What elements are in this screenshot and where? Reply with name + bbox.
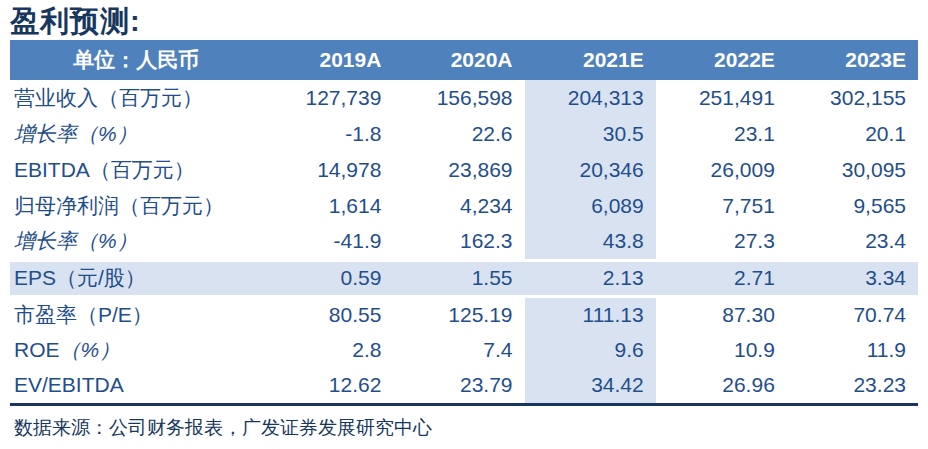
cell-value: 80.55 bbox=[262, 296, 393, 332]
table-header-year-2023e: 2023E bbox=[787, 40, 918, 80]
table-header-year-2022e: 2022E bbox=[656, 40, 787, 80]
cell-value: 27.3 bbox=[656, 224, 787, 260]
cell-value: 2.8 bbox=[262, 332, 393, 368]
table-header-year-2021e: 2021E bbox=[525, 40, 656, 80]
cell-value: 20,346 bbox=[525, 152, 656, 188]
table-body: 营业收入（百万元） 127,739156,598204,313251,491302… bbox=[10, 80, 918, 404]
cell-value: 11.9 bbox=[787, 332, 918, 368]
forecast-table: 单位：人民币 2019A2020A2021E2022E2023E 营业收入（百万… bbox=[10, 40, 918, 406]
row-label: ROE（%） bbox=[10, 332, 262, 368]
cell-value: 1,614 bbox=[262, 188, 393, 224]
row-label: 增长率（%） bbox=[10, 224, 262, 260]
cell-value: 4,234 bbox=[393, 188, 524, 224]
cell-value: 23.79 bbox=[393, 368, 524, 404]
row-label-part: EPS（元/股） bbox=[14, 266, 146, 289]
row-label: 增长率（%） bbox=[10, 116, 262, 152]
cell-value: 2.13 bbox=[525, 260, 656, 296]
cell-value: 1.55 bbox=[393, 260, 524, 296]
row-label-part: 市盈率（P/E） bbox=[14, 303, 153, 326]
cell-value: 9,565 bbox=[787, 188, 918, 224]
cell-value: 0.59 bbox=[262, 260, 393, 296]
table-row: 营业收入（百万元） 127,739156,598204,313251,491302… bbox=[10, 80, 918, 116]
row-label: EBITDA（百万元） bbox=[10, 152, 262, 188]
cell-value: 204,313 bbox=[525, 80, 656, 116]
cell-value: 127,739 bbox=[262, 80, 393, 116]
cell-value: 3.34 bbox=[787, 260, 918, 296]
cell-value: 2.71 bbox=[656, 260, 787, 296]
page-title: 盈利预测: bbox=[10, 2, 928, 40]
table-row: EBITDA（百万元） 14,97823,86920,34626,00930,09… bbox=[10, 152, 918, 188]
table-header-row: 单位：人民币 2019A2020A2021E2022E2023E bbox=[10, 40, 918, 80]
row-label-part: 增长率（%） bbox=[14, 122, 138, 145]
cell-value: 26.96 bbox=[656, 368, 787, 404]
table-row: EPS（元/股） 0.591.552.132.713.34 bbox=[10, 260, 918, 296]
cell-value: 12.62 bbox=[262, 368, 393, 404]
cell-value: 30,095 bbox=[787, 152, 918, 188]
cell-value: 23.4 bbox=[787, 224, 918, 260]
row-label-part: EV/EBITDA bbox=[14, 373, 124, 396]
row-label-part: EBITDA（百万元） bbox=[14, 158, 195, 181]
table-row: 市盈率（P/E） 80.55125.19111.1387.3070.74 bbox=[10, 296, 918, 332]
table-header-year-2020a: 2020A bbox=[393, 40, 524, 80]
cell-value: 10.9 bbox=[656, 332, 787, 368]
cell-value: 22.6 bbox=[393, 116, 524, 152]
row-label-part: 增长率（%） bbox=[14, 229, 138, 252]
row-label-part: ROE bbox=[14, 338, 60, 361]
row-label: EPS（元/股） bbox=[10, 260, 262, 296]
cell-value: 6,089 bbox=[525, 188, 656, 224]
cell-value: 302,155 bbox=[787, 80, 918, 116]
table-row: 增长率（%） -41.9162.343.827.323.4 bbox=[10, 224, 918, 260]
cell-value: 87.30 bbox=[656, 296, 787, 332]
cell-value: -41.9 bbox=[262, 224, 393, 260]
cell-value: 7,751 bbox=[656, 188, 787, 224]
cell-value: 162.3 bbox=[393, 224, 524, 260]
cell-value: 9.6 bbox=[525, 332, 656, 368]
cell-value: 125.19 bbox=[393, 296, 524, 332]
cell-value: 111.13 bbox=[525, 296, 656, 332]
table-row: 增长率（%） -1.822.630.523.120.1 bbox=[10, 116, 918, 152]
table-header-unit: 单位：人民币 bbox=[10, 40, 262, 80]
cell-value: -1.8 bbox=[262, 116, 393, 152]
table-row: ROE（%）2.87.49.610.911.9 bbox=[10, 332, 918, 368]
cell-value: 20.1 bbox=[787, 116, 918, 152]
cell-value: 34.42 bbox=[525, 368, 656, 404]
data-source-note: 数据来源：公司财务报表，广发证券发展研究中心 bbox=[14, 415, 928, 441]
row-label: 归母净利润（百万元） bbox=[10, 188, 262, 224]
cell-value: 23.23 bbox=[787, 368, 918, 404]
table-row: 归母净利润（百万元） 1,6144,2346,0897,7519,565 bbox=[10, 188, 918, 224]
table-header-year-2019a: 2019A bbox=[262, 40, 393, 80]
row-label: 市盈率（P/E） bbox=[10, 296, 262, 332]
row-label-part: 营业收入（百万元） bbox=[14, 86, 203, 109]
row-label-part: （%） bbox=[60, 338, 121, 361]
cell-value: 14,978 bbox=[262, 152, 393, 188]
cell-value: 30.5 bbox=[525, 116, 656, 152]
cell-value: 70.74 bbox=[787, 296, 918, 332]
cell-value: 7.4 bbox=[393, 332, 524, 368]
cell-value: 156,598 bbox=[393, 80, 524, 116]
cell-value: 23,869 bbox=[393, 152, 524, 188]
row-label-part: 归母净利润（百万元） bbox=[14, 194, 224, 217]
row-label: 营业收入（百万元） bbox=[10, 80, 262, 116]
table-row: EV/EBITDA 12.6223.7934.4226.9623.23 bbox=[10, 368, 918, 404]
profit-forecast-panel: 盈利预测: 单位：人民币 2019A2020A2021E2022E2023E 营… bbox=[0, 2, 928, 449]
cell-value: 43.8 bbox=[525, 224, 656, 260]
cell-value: 26,009 bbox=[656, 152, 787, 188]
row-label: EV/EBITDA bbox=[10, 368, 262, 404]
cell-value: 23.1 bbox=[656, 116, 787, 152]
cell-value: 251,491 bbox=[656, 80, 787, 116]
